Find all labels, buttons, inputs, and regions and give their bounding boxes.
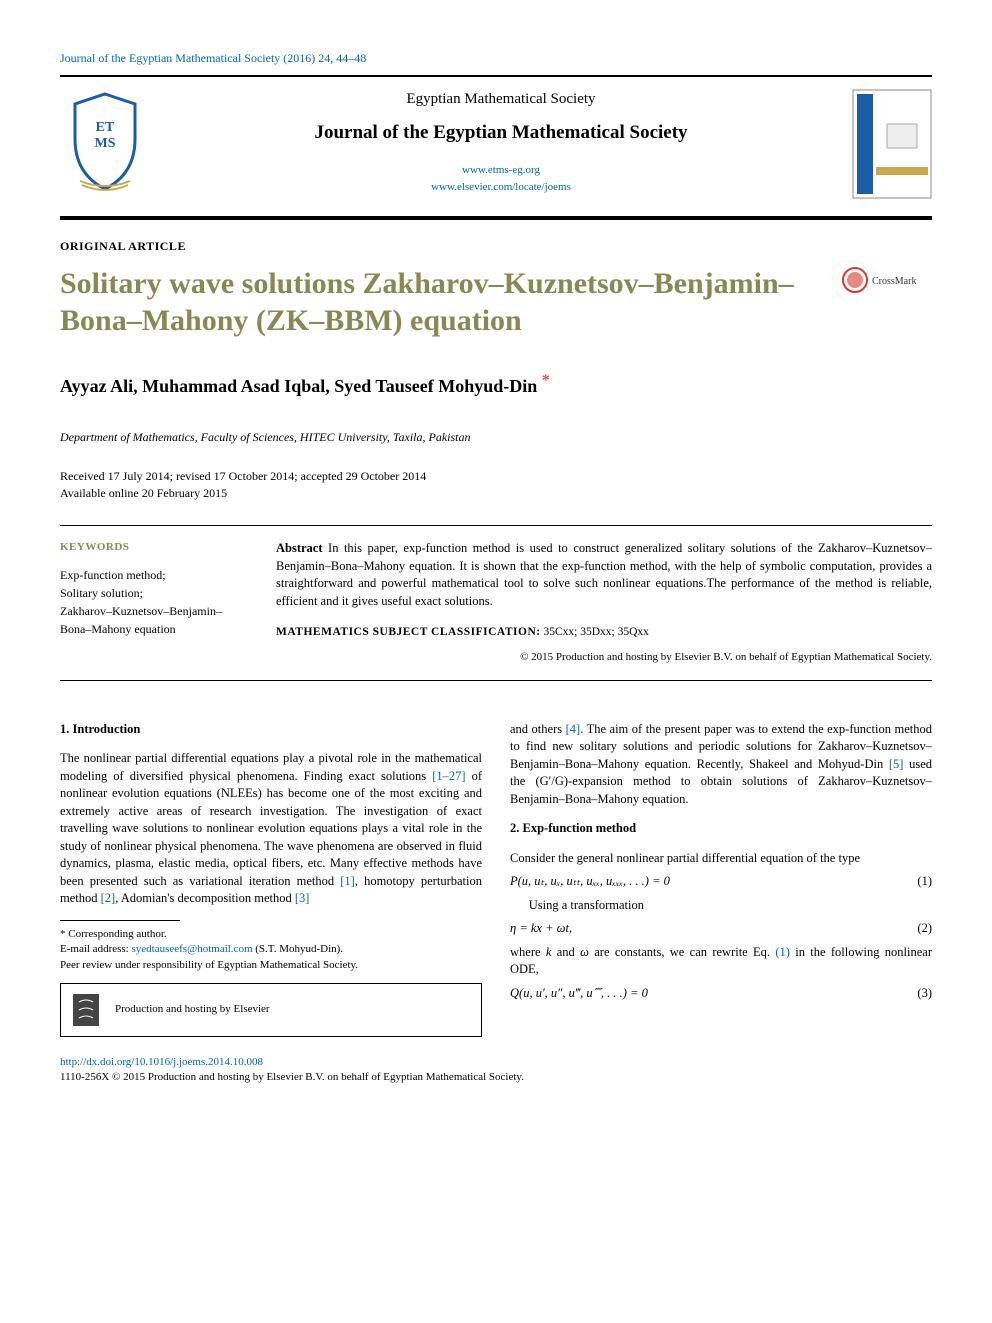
equation-1-body: P(u, uₜ, uₓ, uₜₜ, uₓₓ, uₓₓₓ, . . .) = 0	[510, 873, 670, 891]
author-list: Ayyaz Ali, Muhammad Asad Iqbal, Syed Tau…	[60, 376, 542, 396]
footnote-rule	[60, 920, 180, 921]
intro-paragraph-cont: and others [4]. The aim of the present p…	[510, 721, 932, 809]
citation-ref[interactable]: [5]	[889, 757, 904, 771]
society-name: Egyptian Mathematical Society	[170, 89, 832, 110]
equation-2: η = kx + ωt, (2)	[510, 920, 932, 938]
citation-ref[interactable]: [1–27]	[432, 769, 465, 783]
svg-text:MS: MS	[95, 136, 116, 151]
equation-2-number: (2)	[917, 920, 932, 938]
citation-ref[interactable]: [1]	[340, 874, 355, 888]
equation-2-body: η = kx + ωt,	[510, 920, 572, 938]
intro-text-2: of nonlinear evolution equations (NLEEs)…	[60, 769, 482, 888]
equation-3: Q(u, u′, u″, u‴, u⁗, . . .) = 0 (3)	[510, 985, 932, 1003]
elsevier-logo-icon	[71, 992, 101, 1028]
affiliation: Department of Mathematics, Faculty of Sc…	[60, 429, 932, 446]
msc-codes: 35Cxx; 35Dxx; 35Qxx	[541, 626, 649, 638]
equation-1-number: (1)	[917, 873, 932, 891]
crossmark-badge[interactable]: CrossMark	[842, 265, 932, 300]
abstract-text: In this paper, exp-function method is us…	[276, 541, 932, 608]
journal-url-2[interactable]: www.elsevier.com/locate/joems	[431, 181, 571, 193]
keywords-list: Exp-function method; Solitary solution; …	[60, 566, 240, 638]
msc-label: MATHEMATICS SUBJECT CLASSIFICATION:	[276, 626, 541, 638]
authors: Ayyaz Ali, Muhammad Asad Iqbal, Syed Tau…	[60, 370, 932, 399]
abstract-top-rule	[60, 525, 932, 526]
sec2-text-c: are constants, we can rewrite Eq.	[589, 945, 775, 959]
hosting-text: Production and hosting by Elsevier	[115, 1002, 270, 1017]
equation-ref[interactable]: (1)	[775, 945, 790, 959]
dates-online: Available online 20 February 2015	[60, 485, 932, 502]
corresponding-footnote: * Corresponding author.	[60, 927, 482, 942]
journal-url-1[interactable]: www.etms-eg.org	[462, 164, 540, 176]
copyright-line: © 2015 Production and hosting by Elsevie…	[276, 650, 932, 665]
citation-ref[interactable]: [4]	[566, 722, 581, 736]
equation-1: P(u, uₜ, uₓ, uₜₜ, uₓₓ, uₓₓₓ, . . .) = 0 …	[510, 873, 932, 891]
sec2-para-1: Consider the general nonlinear partial d…	[510, 850, 932, 868]
email-link[interactable]: syedtauseefs@hotmail.com	[131, 943, 252, 955]
masthead: ET MS Egyptian Mathematical Society Jour…	[60, 89, 932, 204]
running-head: Journal of the Egyptian Mathematical Soc…	[60, 50, 932, 67]
intro-text-5: and others	[510, 722, 566, 736]
email-label: E-mail address:	[60, 943, 131, 955]
sec2-text-a: where	[510, 945, 546, 959]
abstract-bottom-rule	[60, 680, 932, 681]
article-type: ORIGINAL ARTICLE	[60, 238, 932, 255]
journal-urls: www.etms-eg.org www.elsevier.com/locate/…	[170, 162, 832, 195]
intro-text-4: , Adomian's decomposition method	[115, 891, 295, 905]
article-title: Solitary wave solutions Zakharov–Kuznets…	[60, 265, 822, 340]
corresponding-star-icon: *	[542, 372, 550, 389]
keywords-heading: KEYWORDS	[60, 540, 240, 555]
section-1-heading: 1. Introduction	[60, 721, 482, 739]
doi-link[interactable]: http://dx.doi.org/10.1016/j.joems.2014.1…	[60, 1056, 263, 1068]
email-person: (S.T. Mohyud-Din).	[253, 943, 344, 955]
sec2-para-3: where k and ω are constants, we can rewr…	[510, 944, 932, 979]
peer-review-footnote: Peer review under responsibility of Egyp…	[60, 958, 482, 973]
sec2-text-b: and	[551, 945, 580, 959]
thick-rule	[60, 216, 932, 220]
hosting-box: Production and hosting by Elsevier	[60, 983, 482, 1037]
society-logo: ET MS	[60, 89, 150, 204]
dates-received: Received 17 July 2014; revised 17 Octobe…	[60, 468, 932, 485]
equation-3-body: Q(u, u′, u″, u‴, u⁗, . . .) = 0	[510, 985, 648, 1003]
issn-copyright-line: 1110-256X © 2015 Production and hosting …	[60, 1070, 932, 1085]
journal-name: Journal of the Egyptian Mathematical Soc…	[170, 120, 832, 147]
intro-paragraph: The nonlinear partial differential equat…	[60, 750, 482, 908]
citation-ref[interactable]: [3]	[295, 891, 310, 905]
journal-cover-thumb	[852, 89, 932, 204]
intro-text-1: The nonlinear partial differential equat…	[60, 751, 482, 783]
section-2-heading: 2. Exp-function method	[510, 820, 932, 838]
article-dates: Received 17 July 2014; revised 17 Octobe…	[60, 468, 932, 502]
abstract-label: Abstract	[276, 541, 323, 555]
sec2-para-2: Using a transformation	[510, 897, 932, 915]
crossmark-label: CrossMark	[872, 276, 916, 287]
var-omega: ω	[580, 945, 589, 959]
citation-ref[interactable]: [2]	[101, 891, 116, 905]
equation-3-number: (3)	[917, 985, 932, 1003]
email-footnote: E-mail address: syedtauseefs@hotmail.com…	[60, 942, 482, 957]
svg-text:ET: ET	[96, 120, 115, 135]
top-rule	[60, 75, 932, 77]
